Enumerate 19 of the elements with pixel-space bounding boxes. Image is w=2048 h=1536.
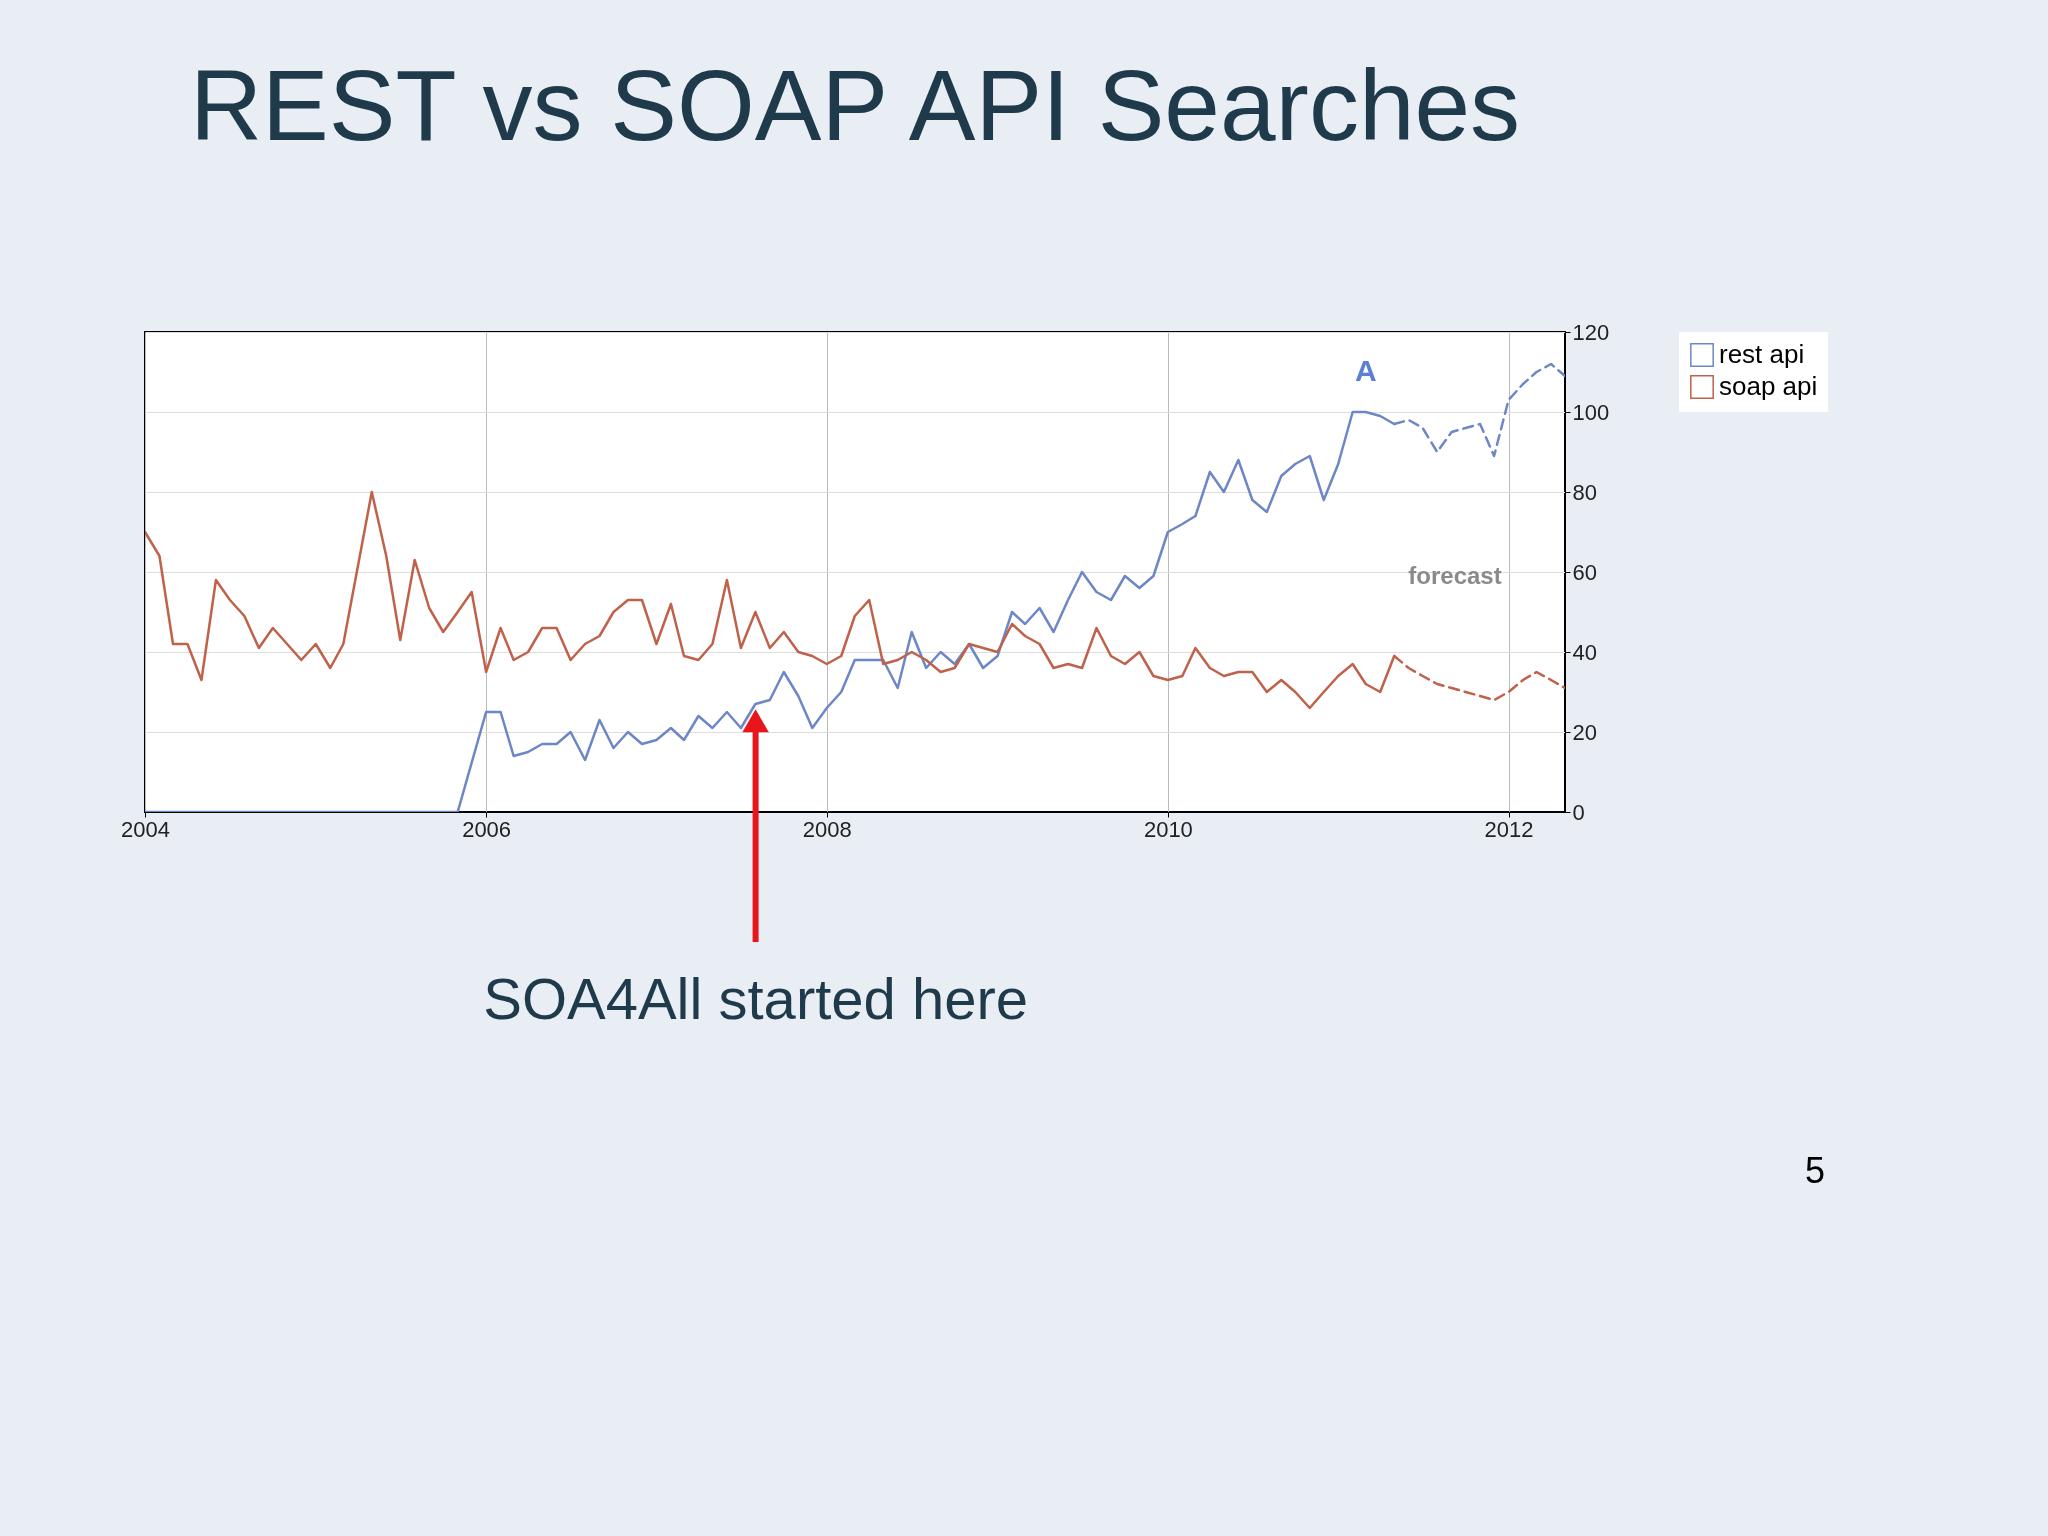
y-tick-label: 120 [1572,319,1610,345]
y-tick-label: 60 [1572,559,1597,585]
x-tick-label: 2010 [1143,816,1193,842]
x-tick-label: 2008 [802,816,852,842]
x-tick-label: 2006 [462,816,512,842]
text: SOA4All started here [483,966,1029,1031]
y-tick-label: 0 [1572,799,1585,825]
text: 5 [1804,1150,1826,1191]
x-tick-label: 2012 [1484,816,1534,842]
chart-title: REST vs SOAP API Searches [189,49,1521,161]
x-tick-label: 2004 [121,816,170,842]
y-tick-label: 40 [1572,639,1597,665]
legend-label: rest api [1719,339,1805,369]
y-tick-label: 100 [1572,399,1610,425]
annotation: A [1354,354,1377,387]
y-tick-label: 20 [1572,719,1597,745]
y-tick-label: 80 [1572,479,1597,505]
legend-label: soap api [1719,371,1818,401]
annotation: forecast [1408,561,1502,589]
